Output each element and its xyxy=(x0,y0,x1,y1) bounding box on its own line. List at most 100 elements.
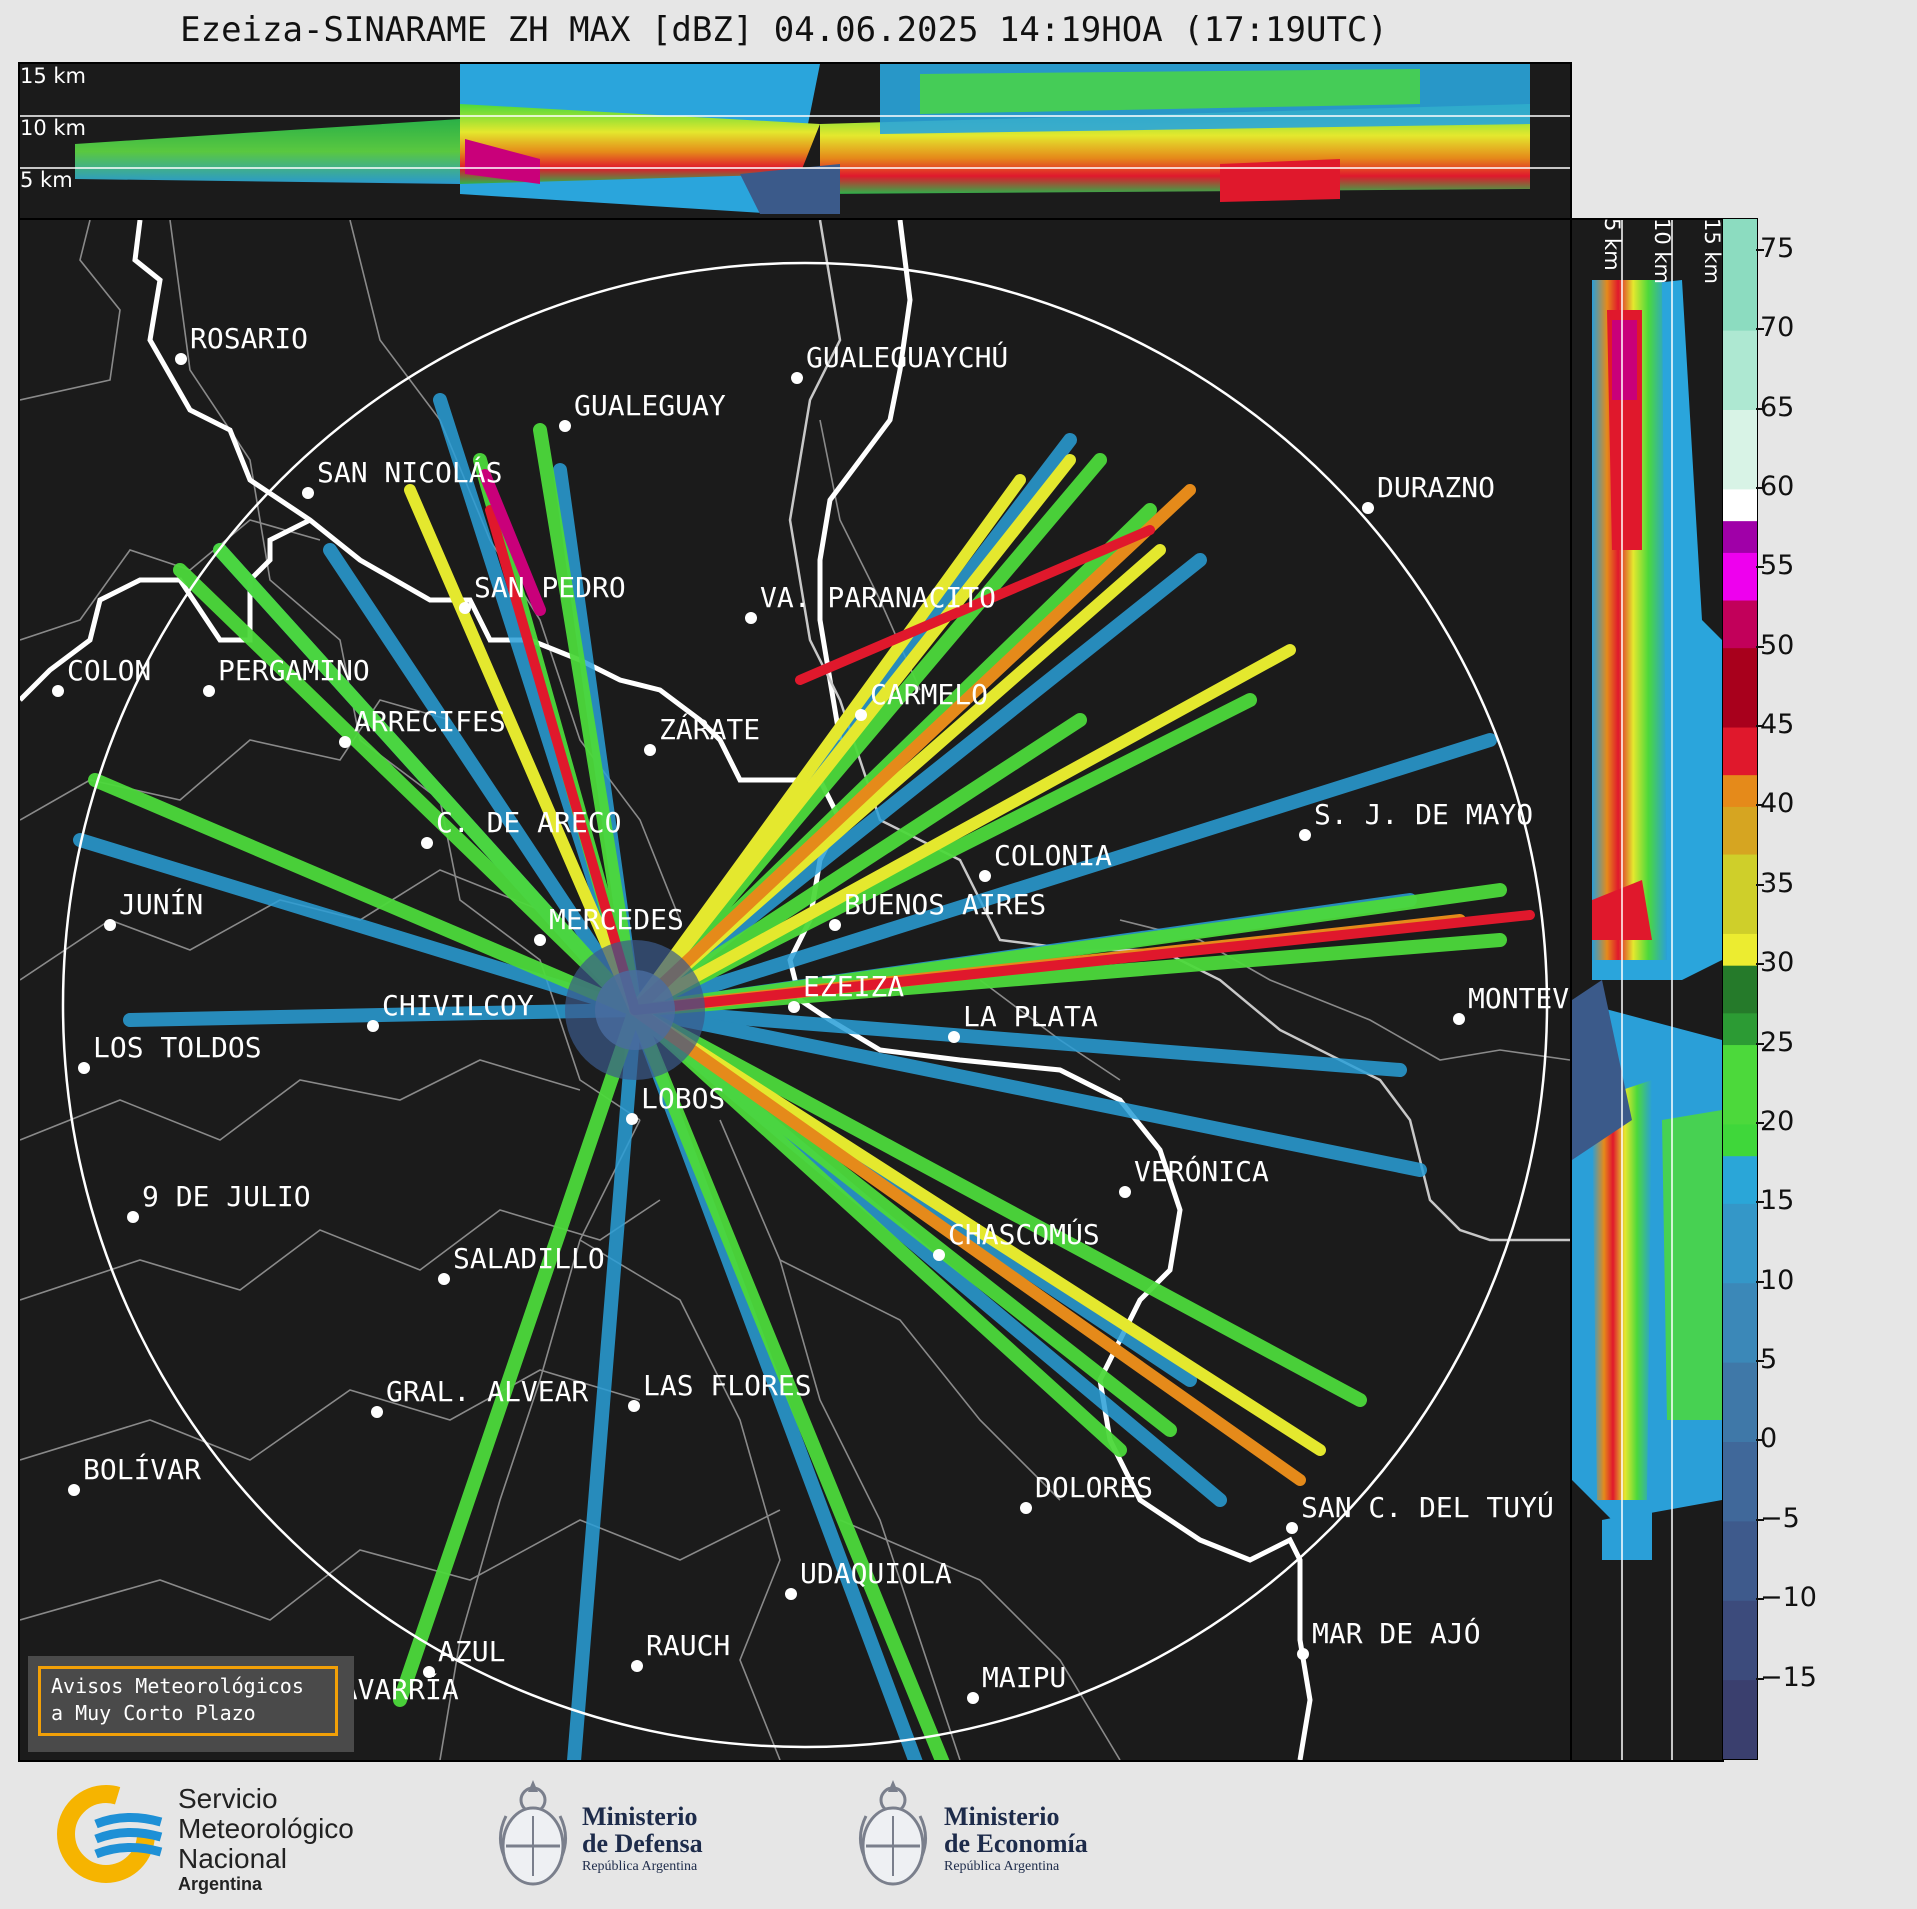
place-label: DURAZNO xyxy=(1377,471,1495,504)
colorbar-tick-label: 65 xyxy=(1760,391,1795,423)
place-dot xyxy=(52,685,64,697)
colorbar-tick-mark xyxy=(1756,328,1764,331)
colorbar-tick-mark xyxy=(1756,248,1764,251)
place-label: GUALEGUAYCHÚ xyxy=(806,340,1008,374)
place-label: LAS FLORES xyxy=(643,1369,812,1402)
colorbar-band xyxy=(1723,774,1757,807)
place-dot xyxy=(631,1660,643,1672)
colorbar-band xyxy=(1723,552,1757,601)
colorbar-band xyxy=(1723,933,1757,966)
place-label: BUENOS AIRES xyxy=(844,888,1046,921)
colorbar-tick-mark xyxy=(1756,883,1764,886)
side-cross-section-panel xyxy=(1570,218,1724,1762)
place-dot xyxy=(459,602,471,614)
place-label: CHASCOMÚS xyxy=(948,1217,1100,1251)
colorbar-svg xyxy=(1723,219,1757,1759)
place-label: SALADILLO xyxy=(453,1242,605,1275)
colorbar-tick-mark xyxy=(1756,1042,1764,1045)
defensa-line-1: Ministerio xyxy=(582,1802,698,1831)
smn-logo-text: Servicio Meteorológico Nacional Argentin… xyxy=(178,1784,354,1895)
top-cross-section-panel xyxy=(18,62,1572,220)
place-dot xyxy=(367,1020,379,1032)
place-dot xyxy=(644,744,656,756)
warning-line-1: Avisos Meteorológicos xyxy=(51,1674,304,1698)
place-label: ZÁRATE xyxy=(659,712,760,746)
uruguay-coast xyxy=(788,220,1570,1242)
colorbar-tick-label: 50 xyxy=(1760,629,1795,661)
smn-line-3: Nacional xyxy=(178,1843,287,1874)
place-dot xyxy=(933,1249,945,1261)
colorbar-tick-mark xyxy=(1756,407,1764,410)
place-dot xyxy=(1286,1522,1298,1534)
place-label: MAIPU xyxy=(982,1661,1066,1694)
place-label: AZUL xyxy=(438,1635,505,1668)
colorbar xyxy=(1722,218,1758,1760)
place-label: MONTEV xyxy=(1468,982,1569,1015)
colorbar-tick-mark xyxy=(1756,486,1764,489)
place-label: LOBOS xyxy=(641,1082,725,1115)
range-ring xyxy=(61,261,1549,1749)
colorbar-band xyxy=(1723,1044,1757,1125)
place-label: SAN PEDRO xyxy=(474,571,626,604)
place-label: SAN NICOLÁS xyxy=(317,455,502,489)
radar-echoes xyxy=(73,393,1535,1760)
place-dot xyxy=(203,685,215,697)
colorbar-band xyxy=(1723,1123,1757,1157)
colorbar-tick-label: 45 xyxy=(1760,709,1795,741)
colorbar-tick-mark xyxy=(1756,1280,1764,1283)
colorbar-tick-mark xyxy=(1756,963,1764,966)
colorbar-band xyxy=(1723,1520,1757,1601)
colorbar-tick-label: 10 xyxy=(1760,1264,1795,1296)
colorbar-tick-mark xyxy=(1756,1121,1764,1124)
warning-badge-frame: Avisos Meteorológicos a Muy Corto Plazo xyxy=(38,1666,338,1736)
top-alt-label-10: 10 km xyxy=(20,116,87,140)
colorbar-band xyxy=(1723,488,1757,522)
place-label: SAN C. DEL TUYÚ xyxy=(1301,1490,1554,1524)
colorbar-band xyxy=(1723,1203,1757,1284)
colorbar-tick-label: 60 xyxy=(1760,470,1795,502)
radar-map: ROSARIO GUALEGUAYCHÚ GUALEGUAY SAN NICOL… xyxy=(18,218,1572,1762)
side-alt-label-15: 15 km xyxy=(1700,218,1724,285)
place-dot xyxy=(628,1400,640,1412)
place-label: MERCEDES xyxy=(549,903,684,936)
place-label: 9 DE JULIO xyxy=(142,1180,311,1213)
place-dot xyxy=(1297,1648,1309,1660)
place-markers: ROSARIO GUALEGUAYCHÚ GUALEGUAY SAN NICOL… xyxy=(52,322,1569,1716)
place-dot xyxy=(948,1031,960,1043)
economia-logo-text: Ministerio de Economía República Argenti… xyxy=(944,1804,1088,1876)
defensa-line-3: República Argentina xyxy=(582,1859,698,1874)
place-dot xyxy=(68,1484,80,1496)
colorbar-tick-mark xyxy=(1756,645,1764,648)
colorbar-tick-label: 15 xyxy=(1760,1185,1795,1217)
place-dot xyxy=(1299,829,1311,841)
colorbar-tick-mark xyxy=(1756,1201,1764,1204)
place-dot xyxy=(829,919,841,931)
colorbar-tick-label: 40 xyxy=(1760,788,1795,820)
seal-icon xyxy=(499,1780,567,1886)
top-cross-section xyxy=(20,64,1570,214)
place-label: BOLÍVAR xyxy=(83,1452,201,1486)
place-label: UDAQUIOLA xyxy=(800,1557,952,1590)
colorbar-band xyxy=(1723,1012,1757,1046)
warning-badge[interactable]: Avisos Meteorológicos a Muy Corto Plazo xyxy=(28,1656,354,1752)
smn-logo-icon xyxy=(57,1785,163,1883)
place-label: ROSARIO xyxy=(190,322,308,355)
place-label: GRAL. ALVEAR xyxy=(386,1375,588,1408)
colorbar-tick-mark xyxy=(1756,1677,1764,1680)
colorbar-band xyxy=(1723,520,1757,553)
place-dot xyxy=(1119,1186,1131,1198)
radar-map-svg: ROSARIO GUALEGUAYCHÚ GUALEGUAY SAN NICOL… xyxy=(20,220,1570,1760)
place-dot xyxy=(788,1001,800,1013)
place-label: EZEIZA xyxy=(803,970,904,1003)
place-label: S. J. DE MAYO xyxy=(1314,798,1533,831)
colorbar-tick-mark xyxy=(1756,1598,1764,1601)
place-dot xyxy=(791,372,803,384)
place-dot xyxy=(371,1406,383,1418)
place-label: ARRECIFES xyxy=(354,705,506,738)
colorbar-tick-label: 30 xyxy=(1760,947,1795,979)
colorbar-band xyxy=(1723,1155,1757,1204)
place-label: VA. PARANACITO xyxy=(760,581,996,614)
place-dot xyxy=(534,934,546,946)
place-dot xyxy=(855,709,867,721)
place-dot xyxy=(104,919,116,931)
